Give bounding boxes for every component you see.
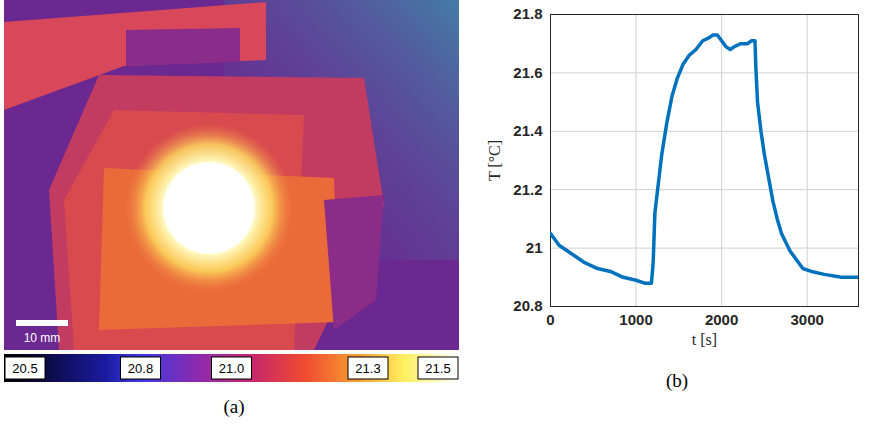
svg-text:21.4: 21.4 <box>513 122 543 139</box>
svg-text:2000: 2000 <box>705 311 738 328</box>
html-text:(a): (a) <box>223 396 245 417</box>
html-text:(b): (b) <box>665 370 689 391</box>
svg-text:21.0: 21.0 <box>219 361 244 376</box>
svg-text:21.8: 21.8 <box>513 5 542 22</box>
svg-text:21.3: 21.3 <box>355 361 380 376</box>
svg-text:20.8: 20.8 <box>128 361 153 376</box>
svg-text:21.5: 21.5 <box>425 361 450 376</box>
svg-text:T [°C]: T [°C] <box>486 140 503 181</box>
svg-text:20.5: 20.5 <box>12 361 37 376</box>
svg-text:21.6: 21.6 <box>513 64 542 81</box>
svg-text:0: 0 <box>546 311 554 328</box>
svg-text:1000: 1000 <box>619 311 652 328</box>
svg-text:10 mm: 10 mm <box>24 331 61 345</box>
svg-text:20.8: 20.8 <box>513 297 542 314</box>
svg-text:21: 21 <box>526 239 543 256</box>
svg-text:t [s]: t [s] <box>692 331 717 348</box>
svg-text:21.2: 21.2 <box>513 181 542 198</box>
svg-text:3000: 3000 <box>790 311 823 328</box>
